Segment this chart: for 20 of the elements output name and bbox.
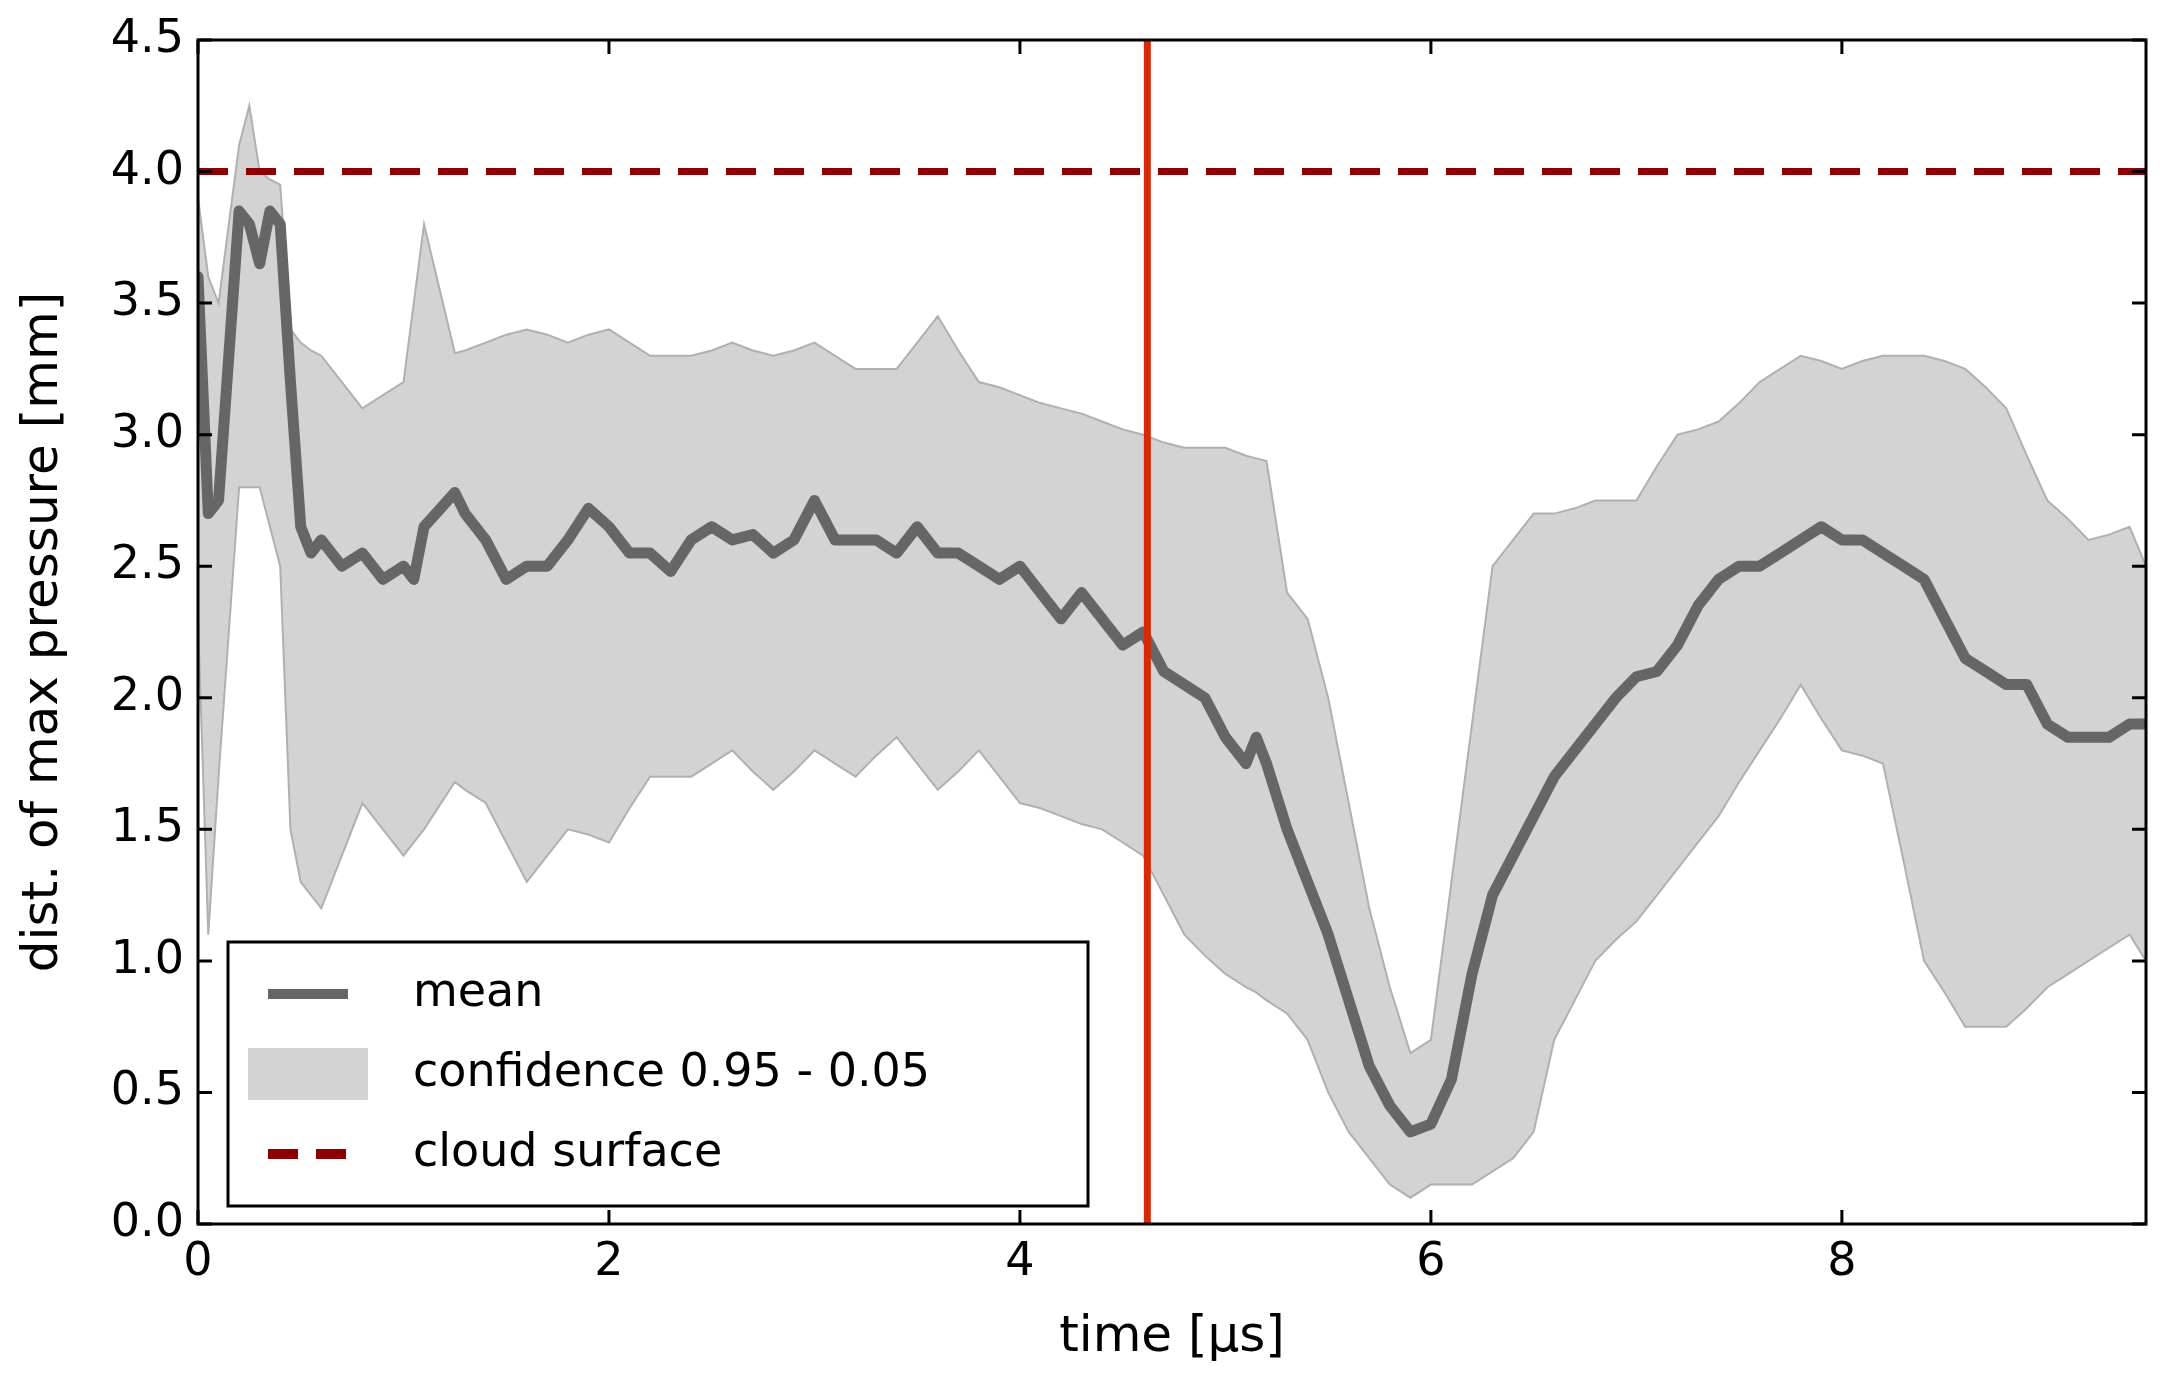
legend-label: mean	[413, 962, 544, 1017]
y-axis-title: dist. of max pressure [mm]	[10, 291, 69, 973]
y-tick-label: 2.5	[110, 535, 184, 590]
x-tick-label: 2	[594, 1231, 624, 1286]
x-tick-label: 0	[183, 1231, 213, 1286]
y-tick-label: 1.5	[110, 798, 184, 853]
x-tick-label: 4	[1005, 1231, 1035, 1286]
y-tick-label: 4.0	[110, 140, 184, 195]
y-tick-label: 2.0	[110, 666, 184, 721]
x-tick-label: 8	[1827, 1231, 1857, 1286]
annotation: confidence 0.95 - 0.05	[413, 1042, 931, 1097]
x-axis-title: time [μs]	[1059, 1304, 1285, 1363]
x-tick-label: 6	[1416, 1231, 1446, 1286]
y-tick-label: 0.5	[110, 1061, 184, 1116]
y-tick-label: 0.0	[110, 1192, 184, 1247]
y-tick-label: 4.5	[110, 8, 184, 63]
y-tick-label: 3.5	[110, 272, 184, 327]
y-tick-label: 3.0	[110, 403, 184, 458]
y-tick-label: 1.0	[110, 929, 184, 984]
legend-label: cloud surface	[413, 1122, 723, 1177]
